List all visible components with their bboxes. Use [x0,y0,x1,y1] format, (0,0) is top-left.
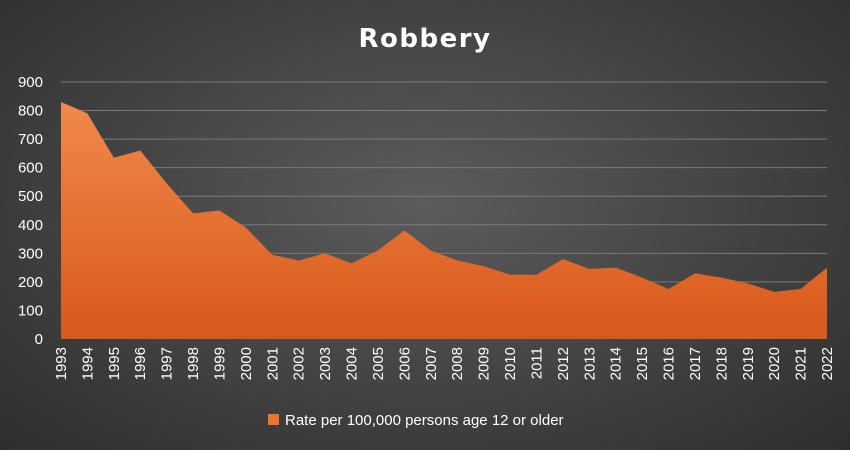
x-tick-label: 2011 [528,347,545,379]
data-point [614,266,617,269]
y-tick-label: 700 [18,131,43,148]
data-point [376,249,379,252]
data-point [350,262,353,265]
x-tick-label: 2007 [423,347,440,380]
data-point [165,182,168,185]
legend-swatch [268,414,279,425]
x-axis-ticks: 1993 1994 1995 1996 1997 1998 1999 2000 2001 2002… [53,347,836,380]
x-tick-label: 2008 [449,347,466,380]
data-point [456,259,459,262]
x-tick-label: 2006 [396,347,413,380]
y-tick-label: 300 [18,245,43,262]
x-tick-label: 2009 [476,347,493,380]
area-series [60,100,829,340]
y-tick-label: 400 [18,217,43,234]
x-tick-label: 2002 [291,347,308,380]
data-point [693,272,696,275]
data-point [297,259,300,262]
data-point [773,290,776,293]
legend-label: Rate per 100,000 persons age 12 or older [285,412,564,429]
data-point [720,276,723,279]
data-point [429,249,432,252]
x-tick-label: 2018 [713,347,730,380]
data-point [86,112,89,115]
x-tick-label: 2016 [661,347,678,380]
data-point [641,276,644,279]
x-tick-label: 2015 [634,347,651,380]
x-tick-label: 2012 [555,347,572,380]
data-point [218,209,221,212]
x-tick-label: 2001 [264,347,281,380]
x-tick-label: 2004 [344,347,361,380]
data-point [588,268,591,271]
data-point [826,266,829,269]
data-point [667,288,670,291]
data-point [746,282,749,285]
y-tick-label: 500 [18,188,43,205]
data-point [139,149,142,152]
x-tick-label: 1999 [211,347,228,380]
x-tick-label: 1996 [132,347,149,380]
legend: Rate per 100,000 persons age 12 or older [268,412,564,429]
data-point [60,100,63,103]
area-fill [61,101,827,340]
x-tick-label: 2022 [819,347,836,380]
x-tick-label: 2021 [793,347,810,380]
x-tick-label: 2014 [608,347,625,380]
data-point [561,258,564,261]
data-point [244,226,247,229]
x-tick-label: 1997 [159,347,176,380]
x-tick-label: 2020 [766,347,783,380]
y-axis-ticks: 0 100 200 300 400 500 600 700 800 900 [18,74,43,348]
x-tick-label: 2005 [370,347,387,380]
data-point [271,253,274,256]
data-point [482,265,485,268]
x-tick-label: 2017 [687,347,704,380]
y-tick-label: 600 [18,160,43,177]
data-point [509,273,512,276]
x-tick-label: 1998 [185,347,202,380]
x-tick-label: 1995 [106,347,123,380]
x-tick-label: 2013 [581,347,598,380]
y-tick-label: 800 [18,103,43,120]
x-tick-label: 2010 [502,347,519,380]
x-tick-label: 2019 [740,347,757,380]
chart-title: Robbery [358,24,491,54]
data-point [403,229,406,232]
y-tick-label: 0 [35,331,43,348]
y-tick-label: 100 [18,302,43,319]
data-point [192,212,195,215]
data-point [324,252,327,255]
data-point [535,273,538,276]
data-point [799,288,802,291]
x-tick-label: 2003 [317,347,334,380]
data-point [112,156,115,159]
x-tick-label: 2000 [238,347,255,380]
y-tick-label: 900 [18,74,43,91]
y-tick-label: 200 [18,274,43,291]
x-tick-label: 1993 [53,347,70,380]
x-tick-label: 1994 [79,347,96,380]
